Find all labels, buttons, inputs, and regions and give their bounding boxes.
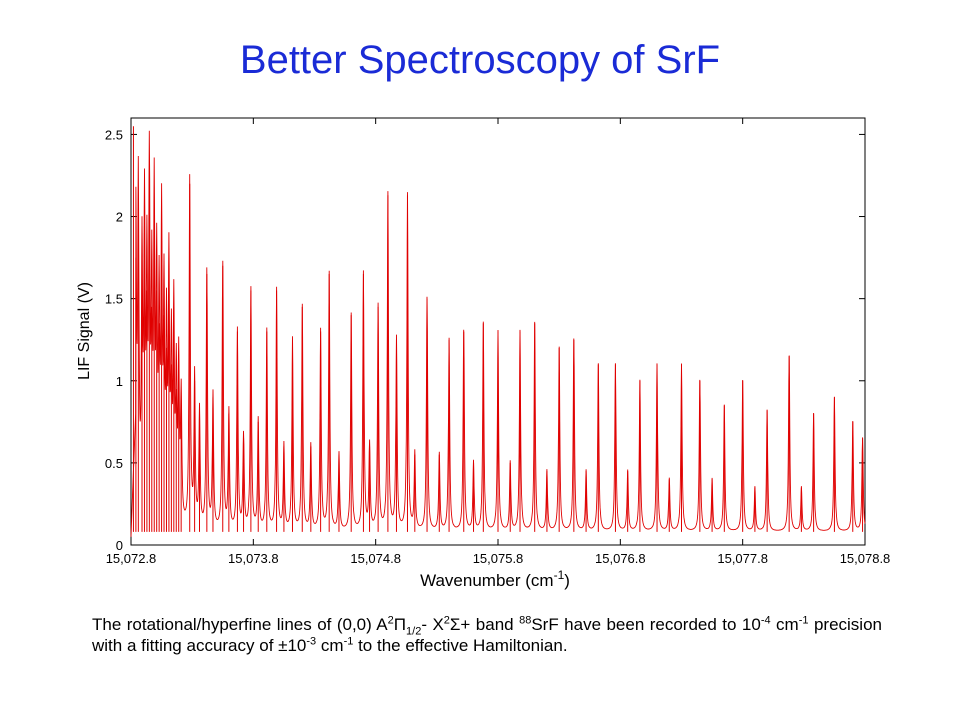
caption-text-6: cm bbox=[770, 615, 799, 634]
caption-text-2: Π bbox=[393, 615, 407, 634]
caption-text-4: Σ+ band bbox=[449, 615, 520, 634]
x-tick-label: 15,076.8 bbox=[595, 551, 646, 566]
y-tick-label: 2.5 bbox=[105, 127, 123, 142]
caption-sup-4: 88 bbox=[519, 614, 532, 627]
caption-sup-7: -3 bbox=[306, 635, 317, 648]
x-axis-label-main: Wavenumber (cm bbox=[420, 571, 554, 590]
caption-text-7: precision with a fitting accuracy of ±10 bbox=[92, 615, 882, 655]
caption-sup-1: 2 bbox=[387, 614, 394, 627]
spectrum-series-line bbox=[130, 130, 866, 537]
x-axis-label: Wavenumber (cm-1) bbox=[420, 568, 570, 590]
caption-text-3: - X bbox=[421, 615, 444, 634]
caption-sup-3: 2 bbox=[443, 614, 450, 627]
x-axis-ticks: 15,072.8 15,073.8 15,074.8 15,075.8 15,076.8… bbox=[106, 118, 891, 566]
x-tick-label: 15,074.8 bbox=[350, 551, 401, 566]
x-tick-label: 15,078.8 bbox=[840, 551, 891, 566]
y-tick-label: 0.5 bbox=[105, 456, 123, 471]
x-tick-label: 15,075.8 bbox=[473, 551, 524, 566]
x-tick-label: 15,072.8 bbox=[106, 551, 157, 566]
y-tick-label: 0 bbox=[116, 538, 123, 553]
y-axis-ticks: 0 0.5 1 1.5 2 2.5 bbox=[105, 127, 865, 553]
slide-title: Better Spectroscopy of SrF bbox=[239, 38, 721, 82]
caption-sub-2: 1/2 bbox=[406, 625, 422, 638]
y-tick-label: 1 bbox=[116, 374, 123, 389]
caption-sup-8: -1 bbox=[343, 635, 354, 648]
x-tick-label: 15,077.8 bbox=[717, 551, 768, 566]
spectrum-chart: 00.511.522.5 15,072.8 15,073.8 15,074.8 15,… bbox=[76, 117, 891, 590]
caption-paragraph: The rotational/hyperfine lines of (0,0) … bbox=[92, 614, 882, 656]
caption-text-9: to the effective Hamiltonian. bbox=[353, 636, 568, 655]
x-tick-label: 15,073.8 bbox=[228, 551, 279, 566]
caption-text-8: cm bbox=[316, 636, 344, 655]
y-tick-label: 1.5 bbox=[105, 292, 123, 307]
y-axis-label: LIF Signal (V) bbox=[76, 282, 93, 380]
caption-sup-5: -4 bbox=[760, 614, 771, 627]
caption-sup-6: -1 bbox=[798, 614, 809, 627]
x-axis-label-end: ) bbox=[564, 571, 570, 590]
x-axis-label-sup: -1 bbox=[554, 568, 565, 582]
caption-text-1: The rotational/hyperfine lines of (0,0) … bbox=[92, 615, 388, 634]
peak-marks bbox=[132, 126, 864, 532]
y-tick-label: 2 bbox=[116, 210, 123, 225]
caption-text-5: SrF have been recorded to 10 bbox=[531, 615, 761, 634]
